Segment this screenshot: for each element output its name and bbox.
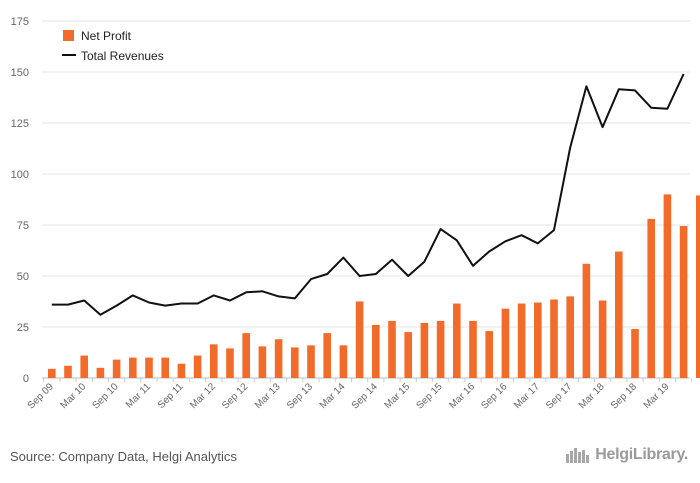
helgi-library-logo: HelgiLibrary.	[565, 446, 688, 464]
net-profit-bar	[258, 346, 267, 378]
net-profit-bar	[615, 251, 623, 378]
x-tick-label: Mar 12	[188, 381, 218, 411]
y-tick-label: 25	[17, 322, 29, 334]
net-profit-bar	[663, 194, 672, 378]
y-tick-label: 50	[17, 271, 29, 283]
total-revenues-line-group	[51, 73, 685, 316]
net-profit-bar	[307, 345, 315, 378]
x-tick-label: Sep 13	[285, 381, 315, 411]
x-tick-label: Mar 17	[512, 381, 542, 411]
x-tick-label: Sep 17	[544, 381, 574, 411]
net-profit-bar	[161, 357, 169, 378]
x-tick-label: Sep 09	[26, 381, 56, 411]
net-profit-bar	[129, 357, 137, 378]
x-tick-label: Sep 14	[350, 381, 380, 411]
legend-swatch-net-profit	[63, 30, 74, 41]
net-profit-bar	[469, 320, 477, 378]
net-profit-bar	[679, 226, 688, 378]
net-profit-bar	[355, 301, 364, 378]
y-tick-label: 0	[23, 373, 29, 385]
net-profit-bar	[388, 320, 396, 378]
net-profit-bar	[534, 302, 542, 378]
x-tick-label: Mar 13	[253, 381, 283, 411]
net-profit-bar	[112, 359, 121, 378]
source-note: Source: Company Data, Helgi Analytics	[10, 449, 237, 464]
x-tick-label: Sep 16	[479, 381, 509, 411]
net-profit-bar	[485, 331, 493, 378]
total-revenues-line	[51, 73, 685, 316]
x-tick-label: Mar 16	[447, 381, 477, 411]
net-profit-bar	[598, 300, 607, 378]
net-profit-bar	[64, 365, 72, 378]
gridlines	[42, 20, 690, 379]
net-profit-bars	[48, 194, 700, 378]
net-profit-bar	[696, 195, 700, 378]
net-profit-bar	[566, 296, 574, 378]
net-profit-bar	[210, 344, 218, 378]
logo-text: HelgiLibrary.	[595, 446, 688, 463]
x-tick-label: Sep 10	[91, 381, 121, 411]
x-tick-label: Mar 14	[318, 381, 348, 411]
net-profit-bar	[582, 263, 591, 378]
y-tick-label: 175	[11, 16, 29, 28]
y-tick-label: 75	[17, 220, 29, 232]
net-profit-bar	[145, 357, 153, 378]
net-profit-bar	[372, 324, 380, 378]
x-tick-label: Mar 15	[383, 381, 413, 411]
city-skyline-icon	[566, 448, 590, 463]
y-tick-label: 100	[11, 169, 29, 181]
x-tick-label: Sep 12	[220, 381, 250, 411]
x-tick-label: Mar 11	[124, 381, 154, 411]
x-tick-label: Mar 10	[59, 381, 89, 411]
net-profit-bar	[631, 329, 639, 378]
net-profit-bar	[436, 320, 445, 378]
x-tick-label: Mar 18	[577, 381, 607, 411]
net-profit-bar	[323, 333, 331, 378]
net-profit-bar	[193, 355, 202, 378]
net-profit-bar	[242, 333, 250, 378]
y-tick-label: 125	[11, 118, 29, 130]
y-axis: 0 25 50 75 100 125 150 175	[11, 16, 29, 385]
x-tick-label: Sep 11	[156, 381, 186, 411]
net-profit-bar	[291, 347, 299, 378]
net-profit-bar	[550, 299, 558, 378]
x-axis: Sep 09 Mar 10 Sep 10 Mar 11 Sep 11 Mar 12 Sep …	[26, 378, 693, 412]
net-profit-bar	[177, 363, 186, 378]
net-profit-bar	[453, 303, 461, 378]
net-profit-bar	[339, 345, 348, 378]
net-profit-bar	[404, 332, 412, 378]
net-profit-bar	[501, 308, 510, 378]
net-profit-bar	[274, 339, 283, 378]
net-profit-bar	[96, 367, 105, 378]
x-tick-label: Sep 15	[415, 381, 445, 411]
legend-label-total-revenues: Total Revenues	[81, 49, 164, 63]
net-profit-bar	[420, 322, 429, 378]
net-profit-bar	[48, 368, 56, 378]
x-tick-label: Mar 19	[642, 381, 672, 411]
x-tick-label: Sep 18	[609, 381, 639, 411]
net-profit-bar	[647, 218, 655, 378]
net-profit-bar	[226, 348, 234, 378]
y-tick-label: 150	[11, 67, 29, 79]
legend: Net Profit Total Revenues	[62, 29, 164, 63]
net-profit-bar	[517, 303, 526, 378]
net-profit-bar	[80, 355, 88, 378]
legend-label-net-profit: Net Profit	[81, 29, 132, 43]
